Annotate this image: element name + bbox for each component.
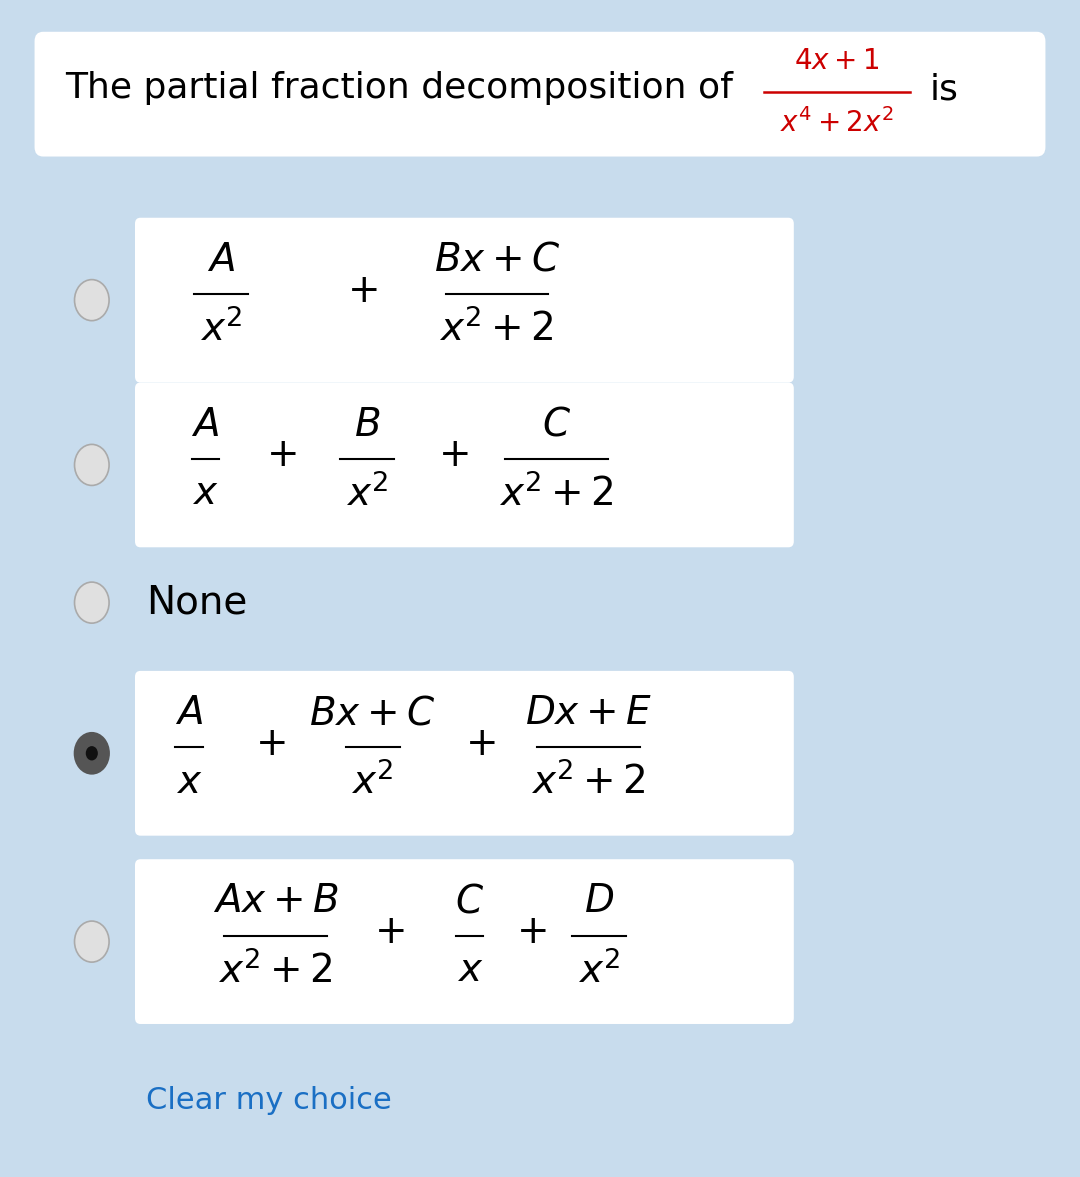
Text: $C$: $C$ bbox=[542, 406, 570, 444]
Text: $A$: $A$ bbox=[191, 406, 219, 444]
Text: $\mathit{4x + 1}$: $\mathit{4x + 1}$ bbox=[795, 48, 879, 75]
Text: $x^2 + 2$: $x^2 + 2$ bbox=[531, 763, 646, 803]
FancyBboxPatch shape bbox=[135, 859, 794, 1024]
FancyBboxPatch shape bbox=[35, 32, 1045, 157]
Text: $+$: $+$ bbox=[438, 437, 469, 474]
Text: $x^2$: $x^2$ bbox=[346, 474, 389, 514]
Text: $B$: $B$ bbox=[354, 406, 380, 444]
Text: $+$: $+$ bbox=[374, 913, 404, 951]
Text: The partial fraction decomposition of: The partial fraction decomposition of bbox=[65, 72, 732, 105]
FancyBboxPatch shape bbox=[135, 671, 794, 836]
Text: $A$: $A$ bbox=[175, 694, 203, 732]
Text: $+$: $+$ bbox=[465, 725, 496, 763]
Text: $Bx + C$: $Bx + C$ bbox=[309, 694, 436, 732]
Text: $x$: $x$ bbox=[457, 951, 483, 989]
Text: $\mathit{x^4 + 2x^2}$: $\mathit{x^4 + 2x^2}$ bbox=[780, 108, 894, 138]
Text: $x^2$: $x^2$ bbox=[578, 951, 621, 991]
Text: $+$: $+$ bbox=[516, 913, 546, 951]
Text: $D$: $D$ bbox=[584, 883, 615, 920]
Text: $Bx + C$: $Bx + C$ bbox=[433, 241, 561, 279]
Text: $+$: $+$ bbox=[266, 437, 296, 474]
Text: $x$: $x$ bbox=[176, 763, 202, 800]
Ellipse shape bbox=[75, 733, 109, 773]
FancyBboxPatch shape bbox=[135, 383, 794, 547]
Text: Clear my choice: Clear my choice bbox=[146, 1086, 392, 1115]
Text: $x^2$: $x^2$ bbox=[200, 310, 243, 350]
Ellipse shape bbox=[85, 746, 98, 760]
Ellipse shape bbox=[75, 445, 109, 485]
Ellipse shape bbox=[75, 583, 109, 623]
Text: $C$: $C$ bbox=[456, 883, 484, 920]
Text: $A$: $A$ bbox=[207, 241, 235, 279]
Text: $Ax + B$: $Ax + B$ bbox=[213, 883, 338, 920]
Text: $+$: $+$ bbox=[347, 272, 377, 310]
Text: $x^2 + 2$: $x^2 + 2$ bbox=[218, 951, 333, 991]
Text: $x^2 + 2$: $x^2 + 2$ bbox=[499, 474, 613, 514]
Text: $+$: $+$ bbox=[255, 725, 285, 763]
Text: None: None bbox=[146, 584, 247, 621]
Text: $x$: $x$ bbox=[192, 474, 218, 512]
Text: $x^2$: $x^2$ bbox=[351, 763, 394, 803]
FancyBboxPatch shape bbox=[135, 218, 794, 383]
Text: $Dx + E$: $Dx + E$ bbox=[525, 694, 652, 732]
Text: is: is bbox=[930, 73, 959, 106]
Text: $x^2 + 2$: $x^2 + 2$ bbox=[440, 310, 554, 350]
Ellipse shape bbox=[75, 922, 109, 962]
Ellipse shape bbox=[75, 280, 109, 320]
